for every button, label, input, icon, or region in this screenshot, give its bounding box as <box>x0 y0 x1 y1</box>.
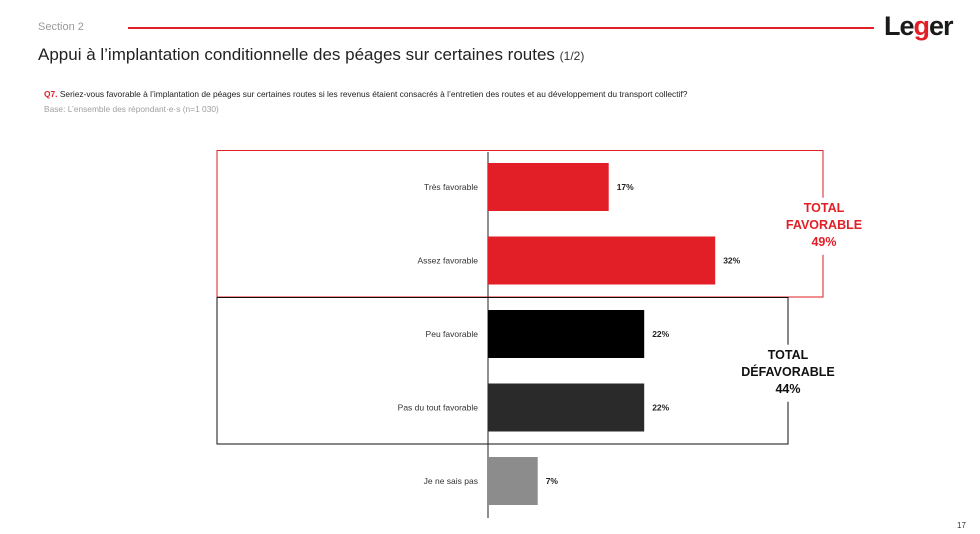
base-note: Base: L’ensemble des répondant·e·s (n=1 … <box>44 104 219 114</box>
group-total-label-1-line-3: 49% <box>811 235 836 249</box>
group-total-backing-1 <box>772 197 876 255</box>
category-label-5: Je ne sais pas <box>424 476 478 486</box>
value-label-5: 7% <box>546 476 559 486</box>
question-id: Q7. <box>44 89 58 99</box>
section-label: Section 2 <box>38 21 84 33</box>
logo-text-prefix: Le <box>884 11 914 41</box>
value-label-3: 22% <box>652 329 669 339</box>
group-total-label-2-line-2: DÉFAVORABLE <box>741 364 835 379</box>
logo-text-suffix: er <box>929 11 954 41</box>
page-number: 17 <box>957 521 966 530</box>
group-boxes: TOTAL FAVORABLE 49% TOTAL DÉFAVORABLE 44% <box>216 150 876 445</box>
group-total-label-2-line-3: 44% <box>775 382 800 396</box>
value-label-2: 32% <box>723 256 740 266</box>
group-total-label-2-line-1: TOTAL <box>768 348 809 362</box>
bar-3 <box>488 310 645 358</box>
page-title-part: (1/2) <box>559 49 585 63</box>
bar-2 <box>488 236 716 285</box>
category-label-2: Assez favorable <box>418 256 479 266</box>
value-label-1: 17% <box>617 182 634 192</box>
bar-5 <box>488 457 538 505</box>
page-title: Appui à l’implantation conditionnelle de… <box>38 45 584 65</box>
logo-text-g: g <box>913 11 930 41</box>
bar-4 <box>488 383 645 432</box>
page-title-main: Appui à l’implantation conditionnelle de… <box>38 45 555 64</box>
chart-bars: Très favorable 17% Assez favorable 32% Peu f… <box>398 163 741 505</box>
value-label-4: 22% <box>652 403 669 413</box>
leger-logo: Leger <box>884 11 954 42</box>
question-text: Q7. Seriez-vous favorable à l’implantati… <box>44 89 687 99</box>
category-label-1: Très favorable <box>424 182 478 192</box>
category-label-3: Peu favorable <box>426 329 479 339</box>
question-body: Seriez-vous favorable à l’implantation d… <box>59 89 688 99</box>
category-label-4: Pas du tout favorable <box>398 403 479 413</box>
group-total-backing-2 <box>736 344 840 402</box>
bar-1 <box>488 163 609 211</box>
group-total-label-1-line-2: FAVORABLE <box>786 218 862 232</box>
header-rule <box>128 27 874 29</box>
group-total-label-1-line-1: TOTAL <box>804 201 845 215</box>
